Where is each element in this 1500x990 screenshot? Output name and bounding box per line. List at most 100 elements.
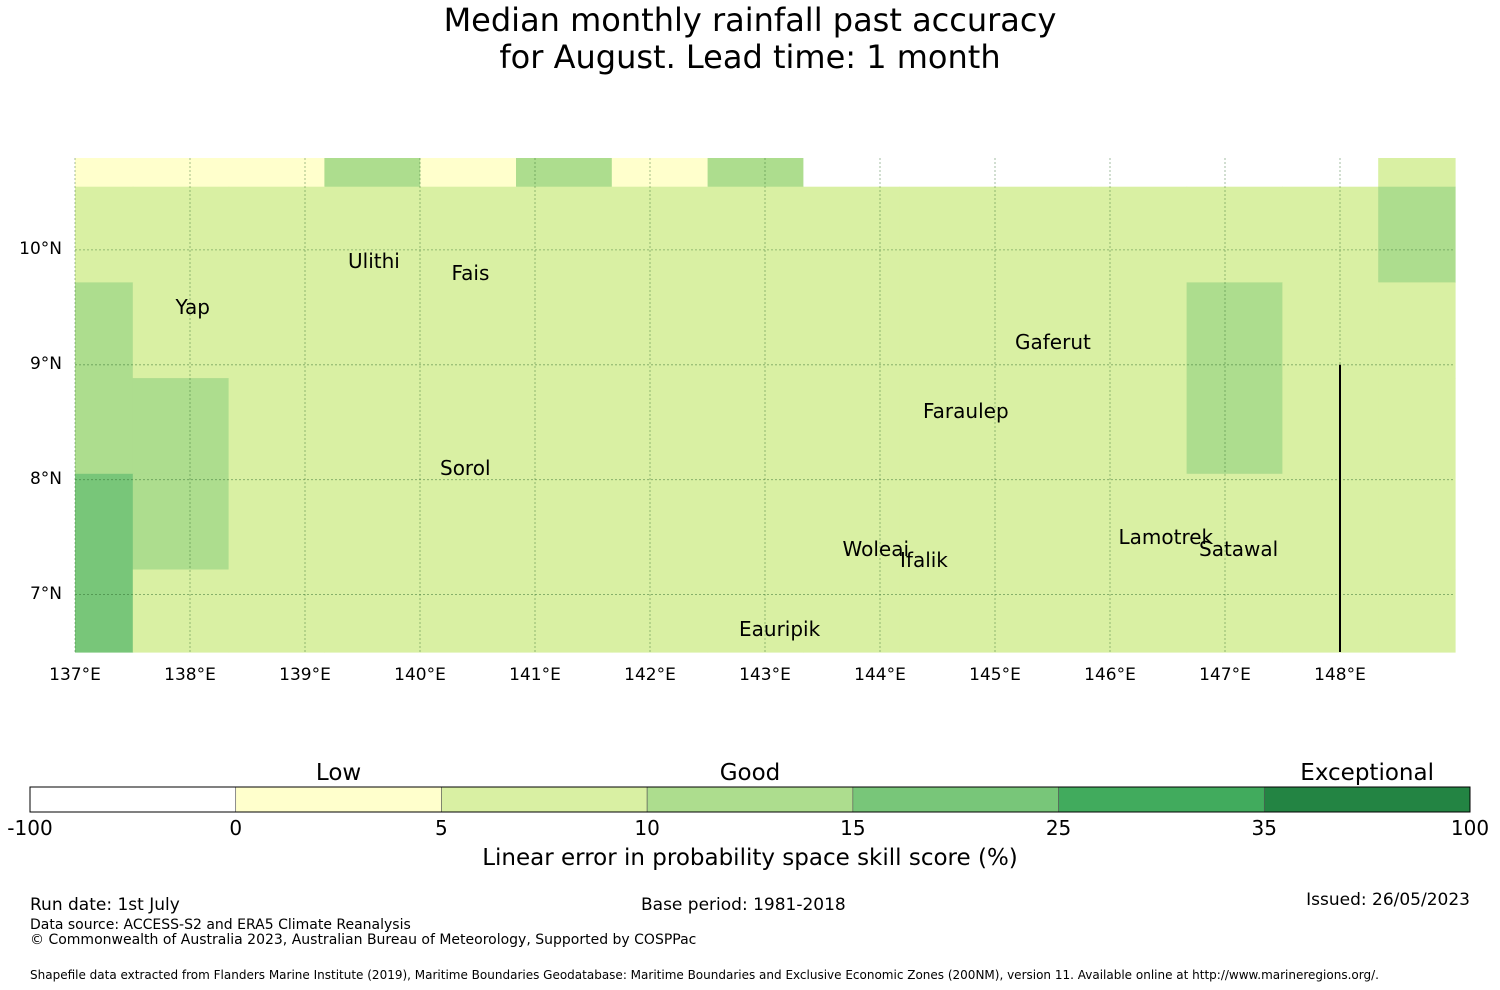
- skill-cell: [995, 282, 1092, 379]
- skill-cell: [995, 473, 1092, 571]
- colorbar-tick-label: 0: [229, 816, 243, 840]
- skill-cell: [803, 282, 900, 379]
- skill-cell: [228, 569, 325, 653]
- skill-cell: [228, 186, 325, 283]
- colorbar-tick-label: 100: [1450, 816, 1490, 840]
- skill-cell: [611, 378, 709, 475]
- longitude-label: 138°E: [164, 665, 216, 685]
- skill-cell: [132, 282, 230, 379]
- skill-cell: [899, 473, 996, 571]
- longitude-label: 148°E: [1314, 665, 1366, 685]
- skill-cell: [1282, 569, 1379, 653]
- colorbar-category-label: Exceptional: [1300, 760, 1434, 786]
- skill-cell: [995, 186, 1092, 283]
- skill-cell: [803, 569, 900, 653]
- map-title-line-1: Median monthly rainfall past accuracy: [443, 1, 1057, 39]
- skill-cell: [707, 158, 804, 188]
- place-label: Lamotrek: [1118, 525, 1214, 550]
- skill-cell: [803, 473, 900, 571]
- place-label: Woleai: [842, 536, 910, 561]
- place-label: Ifalik: [900, 548, 948, 573]
- skill-cell: [803, 186, 900, 283]
- skill-cell: [420, 569, 517, 653]
- latitude-label: 8°N: [29, 468, 62, 489]
- colorbar-tick-label: 25: [1045, 816, 1072, 840]
- skill-cell: [1090, 378, 1188, 475]
- skill-cell: [324, 569, 421, 653]
- place-label: Fais: [451, 260, 490, 285]
- skill-cell: [899, 158, 996, 188]
- skill-cell: [1378, 473, 1456, 571]
- skill-cell: [1090, 473, 1188, 571]
- copyright: © Commonwealth of Australia 2023, Austra…: [30, 932, 697, 948]
- skill-cell: [1378, 569, 1456, 653]
- skill-grid: [75, 158, 1456, 653]
- skill-cell: [1378, 282, 1456, 379]
- colorbar-segment: [1263, 786, 1471, 813]
- skill-cell: [1378, 158, 1456, 188]
- colorbar-tick-label: -100: [7, 816, 53, 840]
- skill-cell: [324, 158, 421, 188]
- longitude-label: 139°E: [279, 665, 331, 685]
- skill-cell: [324, 282, 421, 379]
- skill-cell: [420, 378, 517, 475]
- skill-cell: [516, 158, 613, 188]
- place-label: Yap: [175, 295, 210, 320]
- skill-cell: [803, 378, 900, 475]
- place-label: Ulithi: [348, 249, 400, 274]
- skill-cell: [75, 378, 134, 475]
- skill-cell: [132, 378, 230, 475]
- place-label: Satawal: [1199, 536, 1279, 561]
- latitude-label: 7°N: [29, 583, 62, 604]
- longitude-label: 137°E: [49, 665, 101, 685]
- skill-cell: [1282, 378, 1379, 475]
- colorbar-axis-label: Linear error in probability space skill …: [482, 845, 1018, 871]
- skill-cell: [228, 158, 325, 188]
- colorbar-tick-label: 35: [1251, 816, 1277, 840]
- skill-cell: [707, 282, 804, 379]
- colorbar-segment: [441, 786, 648, 813]
- skill-cell: [516, 186, 613, 283]
- skill-cell: [1186, 569, 1283, 653]
- map-title-line-2: for August. Lead time: 1 month: [499, 38, 1001, 76]
- skill-cell: [1282, 158, 1379, 188]
- skill-cell: [75, 473, 134, 571]
- skill-cell: [707, 378, 804, 475]
- skill-cell: [1378, 378, 1456, 475]
- skill-cell: [75, 569, 134, 653]
- skill-cell: [75, 158, 134, 188]
- latitude-label: 9°N: [29, 353, 62, 374]
- skill-cell: [899, 186, 996, 283]
- skill-cell: [324, 473, 421, 571]
- skill-cell: [707, 569, 804, 653]
- skill-cell: [1090, 158, 1188, 188]
- skill-cell: [132, 186, 230, 283]
- skill-cell: [516, 282, 613, 379]
- place-label: Gaferut: [1015, 329, 1091, 354]
- base-period: Base period: 1981-2018: [641, 895, 846, 915]
- skill-cell: [995, 158, 1092, 188]
- colorbar-category-label: Low: [315, 760, 362, 786]
- skill-cell: [995, 378, 1092, 475]
- longitude-label: 140°E: [394, 665, 446, 685]
- skill-cell: [995, 569, 1092, 653]
- skill-cell: [1186, 158, 1283, 188]
- place-label: Sorol: [440, 456, 491, 481]
- skill-cell: [1282, 473, 1379, 571]
- colorbar: [29, 786, 1471, 813]
- issued-date: Issued: 26/05/2023: [1306, 890, 1470, 910]
- skill-cell: [611, 186, 709, 283]
- skill-cell: [75, 186, 134, 283]
- colorbar-segment: [29, 786, 237, 813]
- colorbar-outline: [29, 786, 1471, 813]
- run-date: Run date: 1st July: [30, 895, 180, 915]
- skill-cell: [1378, 186, 1456, 283]
- skill-cell: [228, 282, 325, 379]
- skill-cell: [516, 569, 613, 653]
- skill-cell: [228, 473, 325, 571]
- longitude-label: 147°E: [1199, 665, 1251, 685]
- skill-cell: [611, 282, 709, 379]
- colorbar-tick-label: 15: [840, 816, 866, 840]
- skill-cell: [132, 473, 230, 571]
